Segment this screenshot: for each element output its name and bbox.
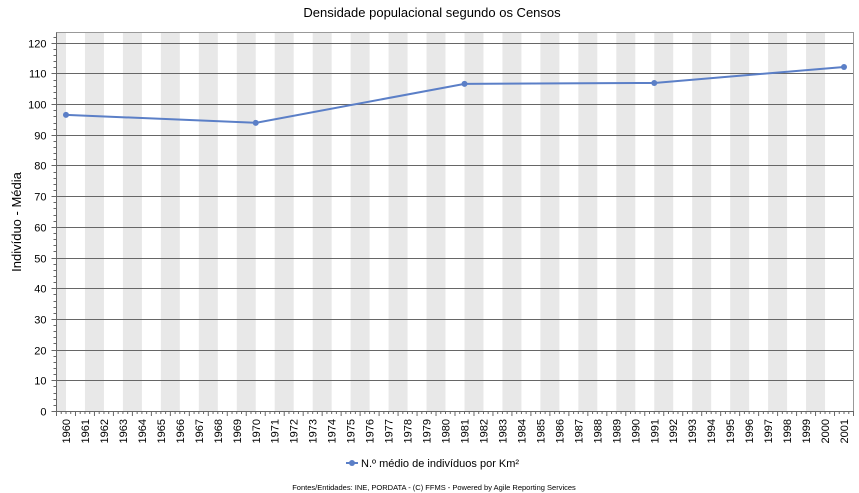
footer-sources: Fontes/Entidades: INE, PORDATA - (C) FFM… (292, 483, 576, 492)
x-tick-label: 1961 (80, 419, 92, 443)
x-tick-label: 1974 (327, 419, 339, 443)
background-band (540, 32, 560, 411)
x-tick-label: 1962 (99, 419, 111, 443)
background-band (768, 32, 788, 411)
background-band (616, 32, 636, 411)
y-tick-label: 110 (29, 69, 47, 81)
legend-label: N.º médio de indivíduos por Km² (361, 458, 519, 470)
y-tick-label: 80 (34, 161, 46, 173)
y-tick-label: 120 (28, 39, 46, 51)
background-band (236, 32, 256, 411)
x-tick-label: 1967 (194, 419, 206, 443)
x-tick-label: 1983 (497, 419, 509, 443)
data-point (841, 63, 848, 70)
background-band (730, 32, 750, 411)
x-tick-label: 1985 (535, 419, 547, 443)
background-band (388, 32, 408, 411)
x-tick-label: 1971 (270, 419, 282, 443)
background-band (806, 32, 826, 411)
x-tick-label: 1960 (61, 419, 73, 443)
x-tick-label: 1991 (649, 419, 661, 443)
background-band (654, 32, 674, 411)
x-tick-label: 1981 (459, 419, 471, 443)
legend-marker-icon (349, 460, 355, 466)
y-tick-label: 20 (34, 346, 46, 358)
series-line (65, 65, 845, 124)
data-point (651, 79, 658, 86)
y-tick-label: 50 (34, 254, 46, 266)
y-tick-label: 100 (28, 100, 46, 112)
y-tick-label: 10 (34, 376, 46, 388)
x-tick-label: 1965 (156, 419, 168, 443)
background-band (692, 32, 712, 411)
x-tick-label: 2000 (820, 419, 832, 443)
x-tick-label: 1987 (573, 419, 585, 443)
x-tick-label: 1990 (630, 419, 642, 443)
x-tick-label: 1980 (441, 419, 453, 443)
y-tick-label: 0 (40, 407, 46, 419)
y-tick-label: 60 (34, 223, 46, 235)
x-tick-label: 1976 (365, 419, 377, 443)
x-tick-label: 1969 (232, 419, 244, 443)
x-tick-label: 1968 (213, 419, 225, 443)
chart-title: Densidade populacional segundo os Censos (303, 5, 561, 20)
background-band (350, 32, 370, 411)
y-tick-label: 70 (34, 192, 46, 204)
y-tick-label: 40 (34, 284, 46, 296)
background-band (160, 32, 180, 411)
x-tick-label: 1988 (592, 419, 604, 443)
background-band (578, 32, 598, 411)
background-band (426, 32, 446, 411)
data-point (252, 119, 259, 126)
x-tick-label: 1992 (668, 419, 680, 443)
background-band (56, 32, 66, 411)
background-band (122, 32, 142, 411)
x-tick-label: 1997 (763, 419, 775, 443)
x-tick-label: 1982 (478, 419, 490, 443)
background-band (464, 32, 484, 411)
x-tick-label: 1993 (687, 419, 699, 443)
x-tick-label: 1966 (175, 419, 187, 443)
data-point (62, 111, 69, 118)
x-tick-label: 1963 (118, 419, 130, 443)
x-tick-label: 2001 (839, 419, 851, 443)
x-tick-label: 1994 (706, 419, 718, 443)
x-tick-label: 1964 (137, 419, 149, 443)
x-tick-label: 1973 (308, 419, 320, 443)
x-tick-label: 1995 (725, 419, 737, 443)
x-tick-label: 1984 (516, 419, 528, 443)
background-band (502, 32, 522, 411)
x-tick-label: 1978 (403, 419, 415, 443)
background-band (84, 32, 104, 411)
background-band (198, 32, 218, 411)
x-tick-label: 1996 (744, 419, 756, 443)
y-tick-label: 30 (34, 315, 46, 327)
x-tick-label: 1972 (289, 419, 301, 443)
data-point (461, 80, 468, 87)
y-tick-label: 90 (34, 131, 46, 143)
background-band (312, 32, 332, 411)
x-tick-label: 1986 (554, 419, 566, 443)
x-tick-label: 1999 (801, 419, 813, 443)
y-axis-label: Indivíduo - Média (9, 171, 24, 271)
x-tick-label: 1977 (384, 419, 396, 443)
background-band (274, 32, 294, 411)
x-tick-label: 1998 (782, 419, 794, 443)
legend: N.º médio de indivíduos por Km² (346, 458, 519, 470)
x-tick-label: 1979 (422, 419, 434, 443)
x-tick-label: 1970 (251, 419, 263, 443)
x-tick-label: 1989 (611, 419, 623, 443)
x-tick-label: 1975 (346, 419, 358, 443)
